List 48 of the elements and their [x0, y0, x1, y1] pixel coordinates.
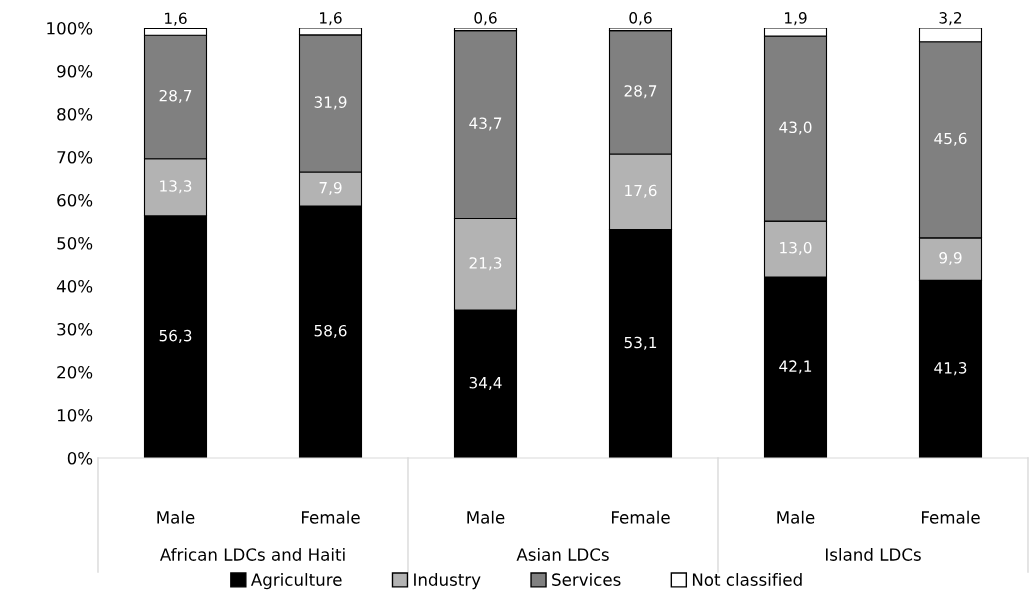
text: African LDCs and Haiti — [159, 547, 345, 561]
data-label: 17,6 — [625, 184, 657, 198]
legend-label: Not classified — [692, 573, 802, 586]
x-tick-label: Female — [612, 510, 670, 524]
data-label: 41,3 — [934, 362, 967, 376]
legend-label: Services — [552, 573, 621, 586]
y-tick-label: 50% — [57, 236, 93, 250]
data-label: 1,6 — [165, 12, 187, 26]
y-tick-label: 60% — [57, 193, 93, 207]
y-tick-label: 40% — [56, 279, 93, 293]
data-label: 28,7 — [624, 85, 657, 99]
y-tick-label: 0% — [67, 451, 93, 465]
y-tick-label: 90% — [57, 64, 93, 78]
data-label: 43,7 — [469, 117, 502, 131]
data-label: 9,9 — [939, 252, 962, 266]
data-label: 0,6 — [474, 12, 497, 26]
text: Asian LDCs — [516, 547, 609, 561]
data-label: 3,2 — [939, 12, 962, 26]
data-label: 56,3 — [159, 329, 192, 343]
x-tick-label: Male — [467, 510, 505, 524]
y-tick-label: 30% — [57, 322, 93, 336]
data-label: 34,4 — [469, 376, 502, 391]
legend-label: Industry — [414, 573, 481, 590]
data-label: 1,9 — [785, 12, 807, 26]
data-label: 7,9 — [319, 181, 342, 196]
data-label: 31,9 — [314, 96, 347, 110]
data-label: 45,6 — [934, 132, 967, 146]
x-tick-label: Male — [777, 510, 815, 524]
legend-label: Agriculture — [250, 573, 342, 590]
y-tick-label: 10% — [57, 408, 93, 422]
text: Island LDCs — [825, 547, 921, 561]
data-label: 21,3 — [469, 257, 502, 271]
data-label: 1,6 — [320, 12, 342, 26]
y-tick-label: 80% — [57, 107, 93, 121]
data-label: 0,6 — [629, 12, 652, 26]
x-tick-label: Male — [157, 510, 195, 524]
data-label: 13,3 — [160, 180, 192, 194]
x-tick-label: Female — [922, 510, 980, 524]
data-label: 13,0 — [780, 241, 812, 256]
data-label: 43,0 — [779, 121, 812, 135]
y-tick-label: 70% — [57, 150, 93, 164]
x-tick-label: Female — [302, 510, 360, 524]
data-label: 42,1 — [779, 360, 812, 374]
y-tick-label: 100% — [47, 21, 93, 35]
data-label: 28,7 — [159, 89, 192, 104]
y-tick-label: 20% — [57, 365, 93, 379]
data-label: 53,1 — [624, 336, 657, 350]
data-label: 58,6 — [314, 324, 347, 338]
